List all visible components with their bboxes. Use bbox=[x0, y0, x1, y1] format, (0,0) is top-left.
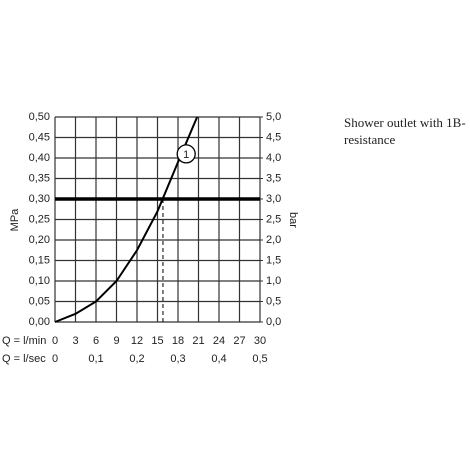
x-tick-label: 27 bbox=[233, 335, 245, 347]
x-tick-label: 12 bbox=[131, 335, 143, 347]
x-tick-label: 9 bbox=[113, 335, 119, 347]
y2-tick-label: 3,0 bbox=[266, 193, 281, 205]
y2-tick-label: 0,5 bbox=[266, 295, 281, 307]
y2-tick-label: 1,0 bbox=[266, 275, 281, 287]
y2-tick-label: 4,0 bbox=[266, 152, 281, 164]
y2-tick-label: 4,5 bbox=[266, 131, 281, 143]
y2-tick-label: 3,5 bbox=[266, 172, 281, 184]
y-tick-label: 0,30 bbox=[29, 193, 50, 205]
x-tick-label: 24 bbox=[213, 335, 225, 347]
y2-axis-label: bar bbox=[287, 212, 299, 228]
annotation-label: 1 bbox=[183, 149, 189, 161]
x2-tick-label: 0 bbox=[52, 353, 58, 365]
x-tick-label: 6 bbox=[93, 335, 99, 347]
y2-tick-label: 2,0 bbox=[266, 234, 281, 246]
x-tick-label: 18 bbox=[172, 335, 184, 347]
x2-axis-label: Q = l/sec bbox=[2, 353, 46, 365]
curve bbox=[54, 116, 199, 323]
y2-tick-label: 5,0 bbox=[266, 111, 281, 123]
x-tick-label: 0 bbox=[52, 335, 58, 347]
y-tick-label: 0,50 bbox=[29, 111, 50, 123]
x2-tick-label: 0,4 bbox=[211, 353, 226, 365]
x-tick-label: 30 bbox=[254, 335, 266, 347]
note: Shower outlet with 1B-resistance bbox=[344, 115, 466, 147]
y-tick-label: 0,00 bbox=[29, 316, 50, 328]
y-tick-label: 0,25 bbox=[29, 213, 50, 225]
x-tick-label: 3 bbox=[72, 335, 78, 347]
x2-tick-label: 0,1 bbox=[88, 353, 103, 365]
x2-tick-label: 0,2 bbox=[129, 353, 144, 365]
y-axis-label: MPa bbox=[9, 208, 21, 232]
y-tick-label: 0,05 bbox=[29, 295, 50, 307]
y-tick-label: 0,35 bbox=[29, 172, 50, 184]
annotation-circle bbox=[176, 144, 196, 164]
x2-tick-label: 0,3 bbox=[170, 353, 185, 365]
y-tick-label: 0,45 bbox=[29, 131, 50, 143]
y2-tick-label: 2,5 bbox=[266, 213, 281, 225]
x-tick-label: 21 bbox=[192, 335, 204, 347]
y2-tick-label: 1,5 bbox=[266, 254, 281, 266]
y-tick-label: 0,15 bbox=[29, 254, 50, 266]
x-tick-label: 15 bbox=[151, 335, 163, 347]
x2-tick-label: 0,5 bbox=[252, 353, 267, 365]
y-tick-label: 0,10 bbox=[29, 275, 50, 287]
y-tick-label: 0,40 bbox=[29, 152, 50, 164]
x-axis-label: Q = l/min bbox=[2, 335, 46, 347]
y2-tick-label: 0,0 bbox=[266, 316, 281, 328]
y-tick-label: 0,20 bbox=[29, 234, 50, 246]
